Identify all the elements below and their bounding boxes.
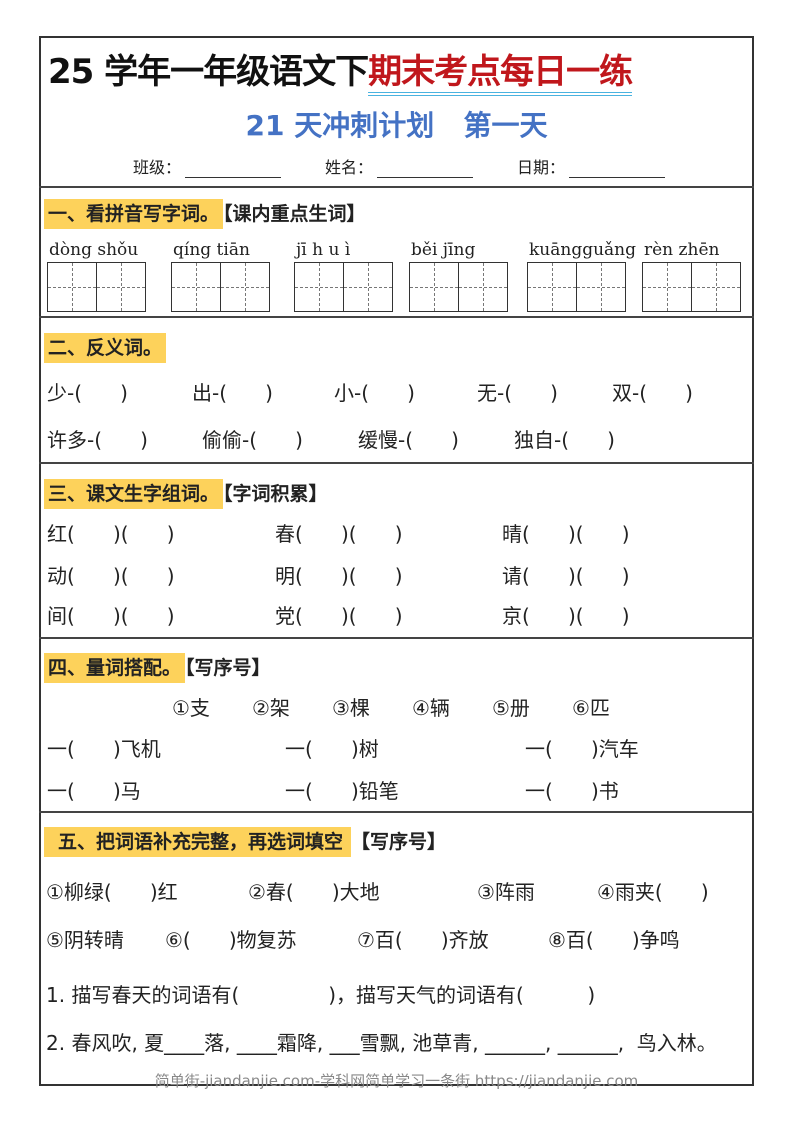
pinyin-label: běi jīng	[411, 240, 476, 260]
antonym-item: 少-( )	[47, 381, 128, 405]
measure-word-option: ④辆	[412, 696, 450, 720]
phrase-item: ⑥( )物复苏	[165, 928, 297, 952]
word-group-item: 明( )( )	[275, 564, 403, 588]
pinyin-label: qíng tiān	[173, 240, 250, 260]
section-4-heading: 四、量词搭配。 【写序号】	[44, 653, 271, 683]
writing-grid-cell[interactable]	[96, 262, 146, 312]
writing-grid-cell[interactable]	[642, 262, 692, 312]
measure-word-item: 一( )马	[47, 779, 141, 803]
writing-grid-cell[interactable]	[47, 262, 97, 312]
measure-word-option: ①支	[172, 696, 210, 720]
phrase-item: ④雨夹( )	[597, 880, 709, 904]
antonym-item: 出-( )	[192, 381, 273, 405]
worksheet-subtitle: 21 天冲刺计划 第一天	[245, 109, 548, 142]
antonym-item: 许多-( )	[47, 428, 148, 452]
date-field[interactable]: 日期：	[517, 154, 666, 178]
pinyin-label: kuāngguǎng	[529, 240, 637, 260]
section-1-heading: 一、看拼音写字词。 【课内重点生词】	[44, 199, 366, 229]
writing-grid-cell[interactable]	[171, 262, 221, 312]
class-field[interactable]: 班级：	[133, 154, 282, 178]
writing-grid-cell[interactable]	[576, 262, 626, 312]
word-group-item: 晴( )( )	[502, 522, 630, 546]
phrase-item: ③阵雨	[477, 880, 535, 904]
word-group-item: 党( )( )	[275, 604, 403, 628]
writing-grid-cell[interactable]	[294, 262, 344, 312]
word-group-item: 动( )( )	[47, 564, 175, 588]
page-frame	[39, 36, 754, 1086]
divider	[39, 811, 754, 813]
measure-word-item: 一( )书	[525, 779, 619, 803]
question-1: 1. 描写春天的词语有( )，描写天气的词语有( )	[46, 983, 596, 1007]
section-2-heading: 二、反义词。	[44, 333, 167, 363]
phrase-item: ⑤阴转晴	[46, 928, 124, 952]
writing-grid-cell[interactable]	[409, 262, 459, 312]
writing-grid-cell[interactable]	[691, 262, 741, 312]
measure-word-item: 一( )树	[285, 737, 379, 761]
writing-grid-cell[interactable]	[527, 262, 577, 312]
measure-word-option: ⑥匹	[572, 696, 610, 720]
divider	[39, 637, 754, 639]
word-group-item: 春( )( )	[275, 522, 403, 546]
divider	[39, 462, 754, 464]
divider	[39, 316, 754, 318]
phrase-item: ①柳绿( )红	[46, 880, 178, 904]
footer-watermark: 简单街-jiandanjie.com-学科网简单学习一条街 https://ji…	[154, 1072, 639, 1090]
measure-word-item: 一( )飞机	[47, 737, 161, 761]
word-group-item: 请( )( )	[502, 564, 630, 588]
divider	[39, 186, 754, 188]
measure-word-item: 一( )汽车	[525, 737, 639, 761]
antonym-item: 独自-( )	[514, 428, 615, 452]
word-group-item: 红( )( )	[47, 522, 175, 546]
pinyin-label: jī h u ì	[296, 240, 351, 260]
name-field[interactable]: 姓名：	[325, 154, 474, 178]
measure-word-option: ⑤册	[492, 696, 530, 720]
pinyin-label: rèn zhēn	[644, 240, 720, 260]
section-5-heading: 五、把词语补充完整，再选词填空 【写序号】	[44, 827, 446, 857]
measure-word-option: ③棵	[332, 696, 370, 720]
phrase-item: ⑦百( )齐放	[357, 928, 489, 952]
phrase-item: ⑧百( )争鸣	[548, 928, 680, 952]
antonym-item: 无-( )	[477, 381, 558, 405]
writing-grid-cell[interactable]	[220, 262, 270, 312]
antonym-item: 偷偷-( )	[202, 428, 303, 452]
pinyin-label: dòng shǒu	[49, 240, 139, 260]
question-2: 2. 春风吹, 夏____落, ____霜降, ___雪飘, 池草青, ____…	[46, 1031, 717, 1055]
word-group-item: 京( )( )	[502, 604, 630, 628]
phrase-item: ②春( )大地	[248, 880, 380, 904]
measure-word-item: 一( )铅笔	[285, 779, 399, 803]
antonym-item: 缓慢-( )	[358, 428, 459, 452]
section-3-heading: 三、课文生字组词。 【字词积累】	[44, 479, 328, 509]
measure-word-option: ②架	[252, 696, 290, 720]
word-group-item: 间( )( )	[47, 604, 175, 628]
worksheet-title: 25 学年一年级语文下期末考点每日一练	[48, 44, 633, 96]
antonym-item: 双-( )	[612, 381, 693, 405]
writing-grid-cell[interactable]	[343, 262, 393, 312]
writing-grid-cell[interactable]	[458, 262, 508, 312]
antonym-item: 小-( )	[334, 381, 415, 405]
